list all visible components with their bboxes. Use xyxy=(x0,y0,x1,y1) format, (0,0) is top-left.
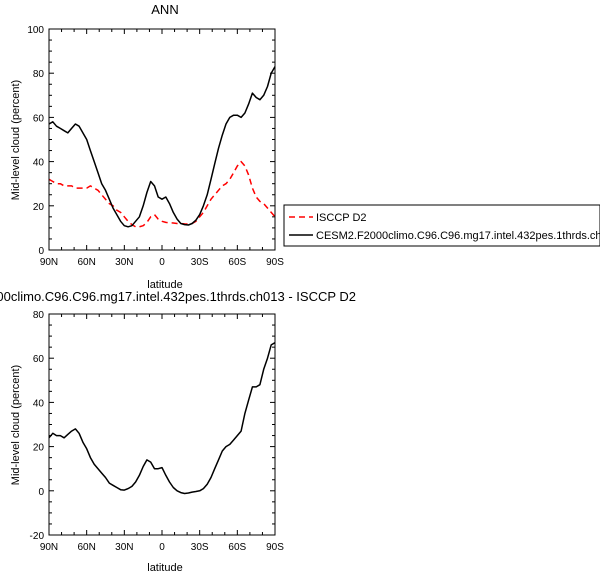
y-tick-label: 100 xyxy=(27,25,44,36)
x-tick-label: 90N xyxy=(40,542,58,553)
legend-box xyxy=(283,204,600,247)
y-tick-label: 20 xyxy=(33,443,45,454)
y-tick-label: 0 xyxy=(38,246,44,257)
tick-group-bottom: 90N 60N 30N 0 30S 60S 90S -20 0 20 40 60 80 xyxy=(30,310,285,553)
x-tick-label: 60S xyxy=(228,542,246,553)
x-tick-label: 60N xyxy=(77,542,95,553)
panel-bottom: F2000climo.C96.C96.mg17.intel.432pes.1th… xyxy=(0,289,356,574)
legend: ISCCP D2 CESM2.F2000climo.C96.C96.mg17.i… xyxy=(283,204,600,247)
chart-title-top: ANN xyxy=(151,2,178,17)
x-axis-label-top: latitude xyxy=(147,279,182,291)
x-tick-label: 30N xyxy=(115,257,133,268)
panel-top: ANN Mid-level cloud (percent) latitude 9… xyxy=(10,2,284,291)
plot-frame-bottom xyxy=(48,313,276,536)
x-tick-label: 0 xyxy=(159,257,165,268)
series-group-top xyxy=(48,66,276,228)
series-line-cesm xyxy=(48,66,276,228)
y-axis-label-bottom: Mid-level cloud (percent) xyxy=(10,365,22,485)
legend-label-cesm: CESM2.F2000climo.C96.C96.mg17.intel.432p… xyxy=(316,230,600,242)
x-tick-label: 60N xyxy=(77,257,95,268)
x-axis-label-bottom: latitude xyxy=(147,562,182,574)
legend-label-isccp: ISCCP D2 xyxy=(316,212,367,224)
y-tick-label: 40 xyxy=(33,158,45,169)
series-group-bottom xyxy=(48,342,276,495)
x-tick-label: 60S xyxy=(228,257,246,268)
x-tick-label: 30S xyxy=(191,542,209,553)
y-tick-label: 60 xyxy=(33,113,45,124)
y-tick-label: 60 xyxy=(33,354,45,365)
y-tick-label: 40 xyxy=(33,398,45,409)
series-line-difference xyxy=(48,342,276,495)
tick-group-top: 90N 60N 30N 0 30S 60S 90S 0 20 40 60 80 100 xyxy=(27,25,284,268)
y-tick-label: 80 xyxy=(33,310,45,321)
x-tick-label: 0 xyxy=(159,542,165,553)
x-tick-label: 90S xyxy=(266,257,284,268)
y-tick-label: 20 xyxy=(33,202,45,213)
series-line-isccp xyxy=(48,160,276,228)
x-tick-label: 30S xyxy=(191,257,209,268)
y-tick-label: 80 xyxy=(33,69,45,80)
y-axis-label-top: Mid-level cloud (percent) xyxy=(10,80,22,200)
y-tick-label: 0 xyxy=(38,487,44,498)
x-tick-label: 30N xyxy=(115,542,133,553)
x-tick-label: 90S xyxy=(266,542,284,553)
plot-frame-top xyxy=(48,28,276,251)
chart-title-bottom: F2000climo.C96.C96.mg17.intel.432pes.1th… xyxy=(0,289,356,304)
x-tick-label: 90N xyxy=(40,257,58,268)
y-tick-label: -20 xyxy=(30,531,45,542)
